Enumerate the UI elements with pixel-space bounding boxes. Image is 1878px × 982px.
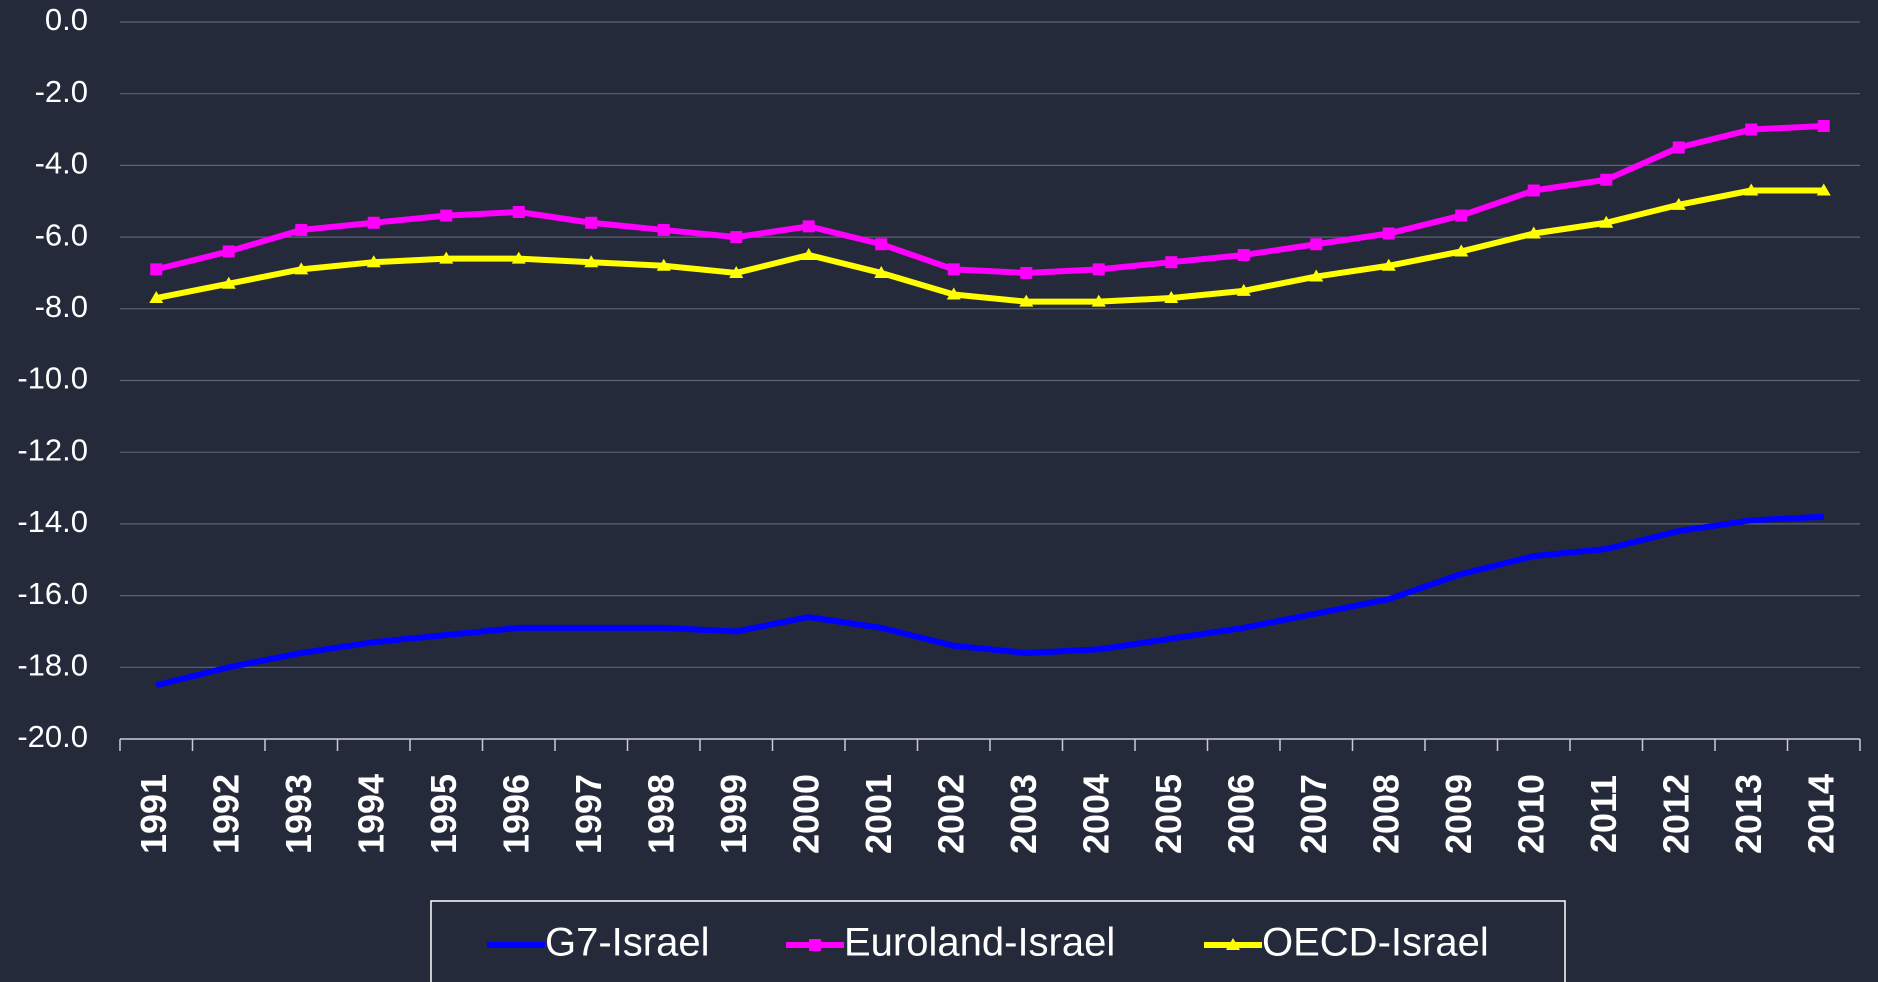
marker bbox=[1599, 215, 1614, 228]
x-tick-label: 2000 bbox=[785, 774, 826, 854]
marker bbox=[585, 216, 598, 229]
marker bbox=[1600, 173, 1613, 186]
legend-label: Euroland-Israel bbox=[844, 921, 1115, 965]
x-tick-label: 2014 bbox=[1800, 774, 1841, 854]
marker bbox=[809, 939, 821, 951]
marker bbox=[150, 263, 163, 276]
marker bbox=[222, 245, 235, 258]
marker bbox=[512, 206, 525, 219]
y-tick-label: -6.0 bbox=[35, 217, 88, 252]
x-tick-label: 2008 bbox=[1365, 774, 1406, 854]
legend-box bbox=[430, 900, 1566, 982]
y-tick-label: -14.0 bbox=[17, 504, 88, 539]
x-tick-label: 2010 bbox=[1510, 774, 1551, 854]
marker bbox=[294, 262, 309, 275]
legend-label: OECD-Israel bbox=[1262, 921, 1489, 965]
marker bbox=[874, 265, 889, 278]
x-tick-label: 2012 bbox=[1655, 774, 1696, 854]
marker bbox=[802, 220, 815, 233]
x-tick-label: 2004 bbox=[1075, 774, 1116, 854]
y-tick-label: -4.0 bbox=[35, 146, 88, 181]
marker bbox=[1019, 294, 1034, 307]
legend-label: G7-Israel bbox=[545, 921, 710, 965]
marker bbox=[366, 255, 381, 268]
marker bbox=[1455, 209, 1468, 222]
marker bbox=[946, 287, 961, 300]
marker bbox=[221, 276, 236, 289]
marker bbox=[801, 248, 816, 261]
x-tick-label: 2001 bbox=[858, 774, 899, 854]
y-tick-label: -20.0 bbox=[17, 719, 88, 754]
marker bbox=[1310, 238, 1323, 251]
marker bbox=[439, 251, 454, 264]
marker bbox=[730, 231, 743, 244]
marker bbox=[440, 209, 453, 222]
x-tick-label: 1995 bbox=[423, 774, 464, 854]
x-tick-label: 2006 bbox=[1220, 774, 1261, 854]
x-tick-label: 2005 bbox=[1148, 774, 1189, 854]
marker bbox=[1745, 123, 1758, 136]
y-tick-label: 0.0 bbox=[45, 2, 88, 37]
marker bbox=[1817, 119, 1830, 132]
y-tick-label: -12.0 bbox=[17, 432, 88, 467]
series-line bbox=[155, 187, 1824, 305]
y-tick-label: -10.0 bbox=[17, 361, 88, 396]
marker bbox=[1671, 197, 1686, 210]
marker bbox=[1165, 256, 1178, 269]
marker bbox=[1527, 184, 1540, 197]
x-tick-label: 1994 bbox=[350, 774, 391, 854]
marker bbox=[1744, 183, 1759, 196]
series-line bbox=[155, 513, 1824, 689]
x-tick-label: 2002 bbox=[930, 774, 971, 854]
marker bbox=[1382, 227, 1395, 240]
y-tick-label: -18.0 bbox=[17, 647, 88, 682]
marker bbox=[149, 291, 164, 304]
x-tick-label: 2009 bbox=[1438, 774, 1479, 854]
x-tick-label: 2003 bbox=[1003, 774, 1044, 854]
y-tick-label: -2.0 bbox=[35, 74, 88, 109]
marker bbox=[1381, 258, 1396, 271]
marker bbox=[511, 251, 526, 264]
y-tick-label: -16.0 bbox=[17, 576, 88, 611]
x-tick-label: 1998 bbox=[640, 774, 681, 854]
x-tick-label: 2007 bbox=[1293, 774, 1334, 854]
x-tick-label: 2013 bbox=[1728, 774, 1769, 854]
x-tick-label: 1992 bbox=[205, 774, 246, 854]
marker bbox=[875, 238, 888, 251]
marker bbox=[1672, 141, 1685, 154]
x-tick-label: 1991 bbox=[133, 774, 174, 854]
marker bbox=[1092, 263, 1105, 276]
marker bbox=[1226, 938, 1240, 950]
marker bbox=[947, 263, 960, 276]
x-tick-label: 1999 bbox=[713, 774, 754, 854]
marker bbox=[1526, 226, 1541, 239]
marker bbox=[1816, 183, 1831, 196]
marker bbox=[367, 216, 380, 229]
marker bbox=[1091, 294, 1106, 307]
marker bbox=[729, 265, 744, 278]
x-tick-label: 1997 bbox=[568, 774, 609, 854]
marker bbox=[1454, 244, 1469, 257]
marker bbox=[295, 223, 308, 236]
marker bbox=[1020, 266, 1033, 279]
marker bbox=[1237, 249, 1250, 262]
marker bbox=[584, 255, 599, 268]
y-tick-label: -8.0 bbox=[35, 289, 88, 324]
x-tick-label: 1993 bbox=[278, 774, 319, 854]
x-tick-label: 2011 bbox=[1583, 775, 1624, 853]
marker bbox=[656, 258, 671, 271]
marker bbox=[1236, 283, 1251, 296]
series-line bbox=[155, 122, 1824, 276]
marker bbox=[1309, 269, 1324, 282]
marker bbox=[1164, 291, 1179, 304]
marker bbox=[657, 223, 670, 236]
x-tick-label: 1996 bbox=[495, 774, 536, 854]
